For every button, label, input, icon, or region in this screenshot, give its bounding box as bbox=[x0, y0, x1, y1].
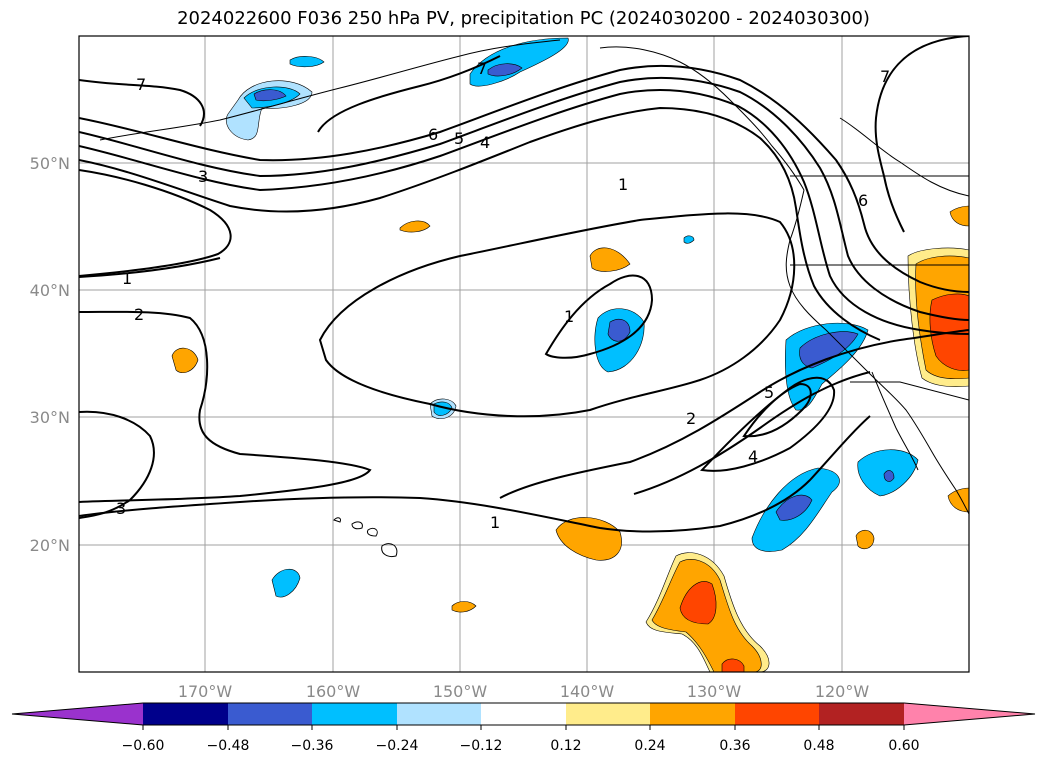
lon-label-160w: 160°W bbox=[306, 682, 361, 701]
coast-baja bbox=[871, 371, 919, 471]
colorbar-segment-3 bbox=[312, 703, 397, 725]
contour-label-4a: 4 bbox=[480, 133, 490, 152]
colorbar-tick-4: −0.12 bbox=[460, 738, 503, 754]
colorbar-segment-2 bbox=[228, 703, 312, 725]
pv-contour-1-loop bbox=[318, 212, 796, 418]
precip-positive-south-core bbox=[679, 581, 717, 625]
contour-label-4b: 4 bbox=[748, 447, 758, 466]
lon-label-170w: 170°W bbox=[178, 682, 233, 701]
colorbar-tick-9: 0.60 bbox=[888, 738, 919, 754]
lat-label-40n: 40°N bbox=[30, 281, 70, 300]
contour-label-7b: 7 bbox=[477, 59, 487, 78]
contour-label-6a: 6 bbox=[428, 125, 438, 144]
precip-positive-baja-south bbox=[855, 529, 875, 550]
colorbar-tick-0: −0.60 bbox=[122, 738, 165, 754]
colorbar-tick-7: 0.36 bbox=[719, 738, 750, 754]
contour-label-1c: 1 bbox=[564, 307, 574, 326]
colorbar-segment-7 bbox=[650, 703, 735, 725]
precip-positive-36n bbox=[171, 347, 199, 373]
colorbar: −0.60 −0.48 −0.36 −0.24 −0.12 0.12 0.24 … bbox=[11, 702, 1036, 754]
contour-label-5a: 5 bbox=[454, 129, 464, 148]
colorbar-segment-1 bbox=[143, 703, 228, 725]
pv-contour-1-large bbox=[79, 415, 871, 533]
pv-contour-1-inner bbox=[544, 274, 654, 359]
colorbar-tick-5: 0.12 bbox=[550, 738, 581, 754]
colorbar-segment-4 bbox=[397, 703, 481, 725]
pv-contour-7-west bbox=[79, 79, 205, 127]
colorbar-tick-1: −0.48 bbox=[207, 738, 250, 754]
pv-contour-1-north bbox=[79, 257, 221, 278]
precip-negative-tiny bbox=[683, 235, 695, 244]
precip-negative-baja-offshore-core bbox=[799, 331, 859, 369]
colorbar-segment-10 bbox=[904, 703, 1035, 725]
lon-label-120w: 120°W bbox=[815, 682, 870, 701]
contour-label-6b: 6 bbox=[858, 191, 868, 210]
colorbar-tick-8: 0.48 bbox=[803, 738, 834, 754]
precip-positive-42n bbox=[589, 247, 631, 272]
coast-british-columbia bbox=[839, 117, 969, 197]
contour-label-7c: 7 bbox=[880, 67, 890, 86]
lon-label-130w: 130°W bbox=[687, 682, 742, 701]
colorbar-tick-6: 0.24 bbox=[634, 738, 665, 754]
pv-contour-6 bbox=[79, 64, 969, 293]
precip-negative-small-north bbox=[289, 56, 325, 68]
pv-contour-3-east bbox=[633, 371, 871, 495]
border-us-mexico bbox=[850, 381, 969, 401]
coast-gulf-alaska bbox=[599, 46, 805, 191]
colorbar-tick-3: −0.24 bbox=[376, 738, 419, 754]
colorbar-tick-2: −0.36 bbox=[291, 738, 334, 754]
precip-positive-15n bbox=[451, 601, 477, 613]
precip-positive-45n bbox=[399, 220, 431, 233]
precip-positive-south-core2 bbox=[721, 658, 745, 672]
pv-contour-4 bbox=[79, 89, 969, 335]
contour-label-1d: 1 bbox=[490, 513, 500, 532]
colorbar-tick-marks bbox=[142, 725, 905, 730]
map-border bbox=[78, 35, 970, 673]
precip-positive-ne-corner bbox=[949, 205, 969, 227]
contour-label-5b: 5 bbox=[764, 383, 774, 402]
colorbar-segment-6 bbox=[566, 703, 650, 725]
precip-negative-gulf-alaska-core bbox=[487, 63, 523, 77]
precip-negative-east-pacific-core bbox=[775, 494, 813, 521]
contour-label-3a: 3 bbox=[198, 167, 208, 186]
pv-contour-4-east bbox=[699, 376, 836, 472]
colorbar-segment-5 bbox=[481, 703, 566, 725]
contour-label-2a: 2 bbox=[134, 305, 144, 324]
map-title: 2024022600 F036 250 hPa PV, precipitatio… bbox=[177, 8, 870, 29]
precip-negative-mexico-offshore-core bbox=[883, 470, 895, 482]
colorbar-segment-9 bbox=[819, 703, 904, 725]
pv-contour-3 bbox=[79, 106, 881, 341]
precip-negative-aleutian-inner bbox=[253, 89, 287, 102]
pv-contour-2-west bbox=[79, 310, 372, 503]
latitude-labels: 50°N 40°N 30°N 20°N bbox=[30, 154, 70, 555]
pv-contour-3-west bbox=[79, 410, 155, 519]
lat-label-30n: 30°N bbox=[30, 408, 70, 427]
lon-label-140w: 140°W bbox=[560, 682, 615, 701]
pv-contour-7-east bbox=[874, 36, 969, 233]
contour-label-1b: 1 bbox=[618, 175, 628, 194]
lon-label-150w: 150°W bbox=[433, 682, 488, 701]
coast-alaska-peninsula bbox=[99, 39, 561, 141]
hawaiian-islands bbox=[333, 517, 398, 557]
contour-label-7a: 7 bbox=[136, 75, 146, 94]
pv-contour-2-north bbox=[79, 169, 232, 277]
pv-contour-2-east bbox=[499, 329, 969, 499]
contour-labels: 7 7 7 6 6 5 5 4 4 3 3 2 2 1 1 1 1 bbox=[116, 59, 890, 532]
longitude-labels: 170°W 160°W 150°W 140°W 130°W 120°W bbox=[178, 682, 870, 701]
colorbar-segment-0 bbox=[12, 703, 143, 725]
pv-contours bbox=[79, 36, 969, 533]
colorbar-segment-8 bbox=[735, 703, 819, 725]
pv-contour-5-east bbox=[742, 382, 812, 438]
lat-label-20n: 20°N bbox=[30, 536, 70, 555]
contour-label-1a: 1 bbox=[122, 269, 132, 288]
contour-label-2b: 2 bbox=[686, 409, 696, 428]
pv-contour-7-mid bbox=[317, 55, 501, 133]
pv-contour-5 bbox=[79, 76, 969, 321]
contour-label-3b: 3 bbox=[116, 499, 126, 518]
precip-shading bbox=[171, 37, 969, 672]
precip-negative-central-core bbox=[607, 319, 631, 342]
lat-label-50n: 50°N bbox=[30, 154, 70, 173]
precip-negative-hawaii-south bbox=[271, 568, 301, 598]
